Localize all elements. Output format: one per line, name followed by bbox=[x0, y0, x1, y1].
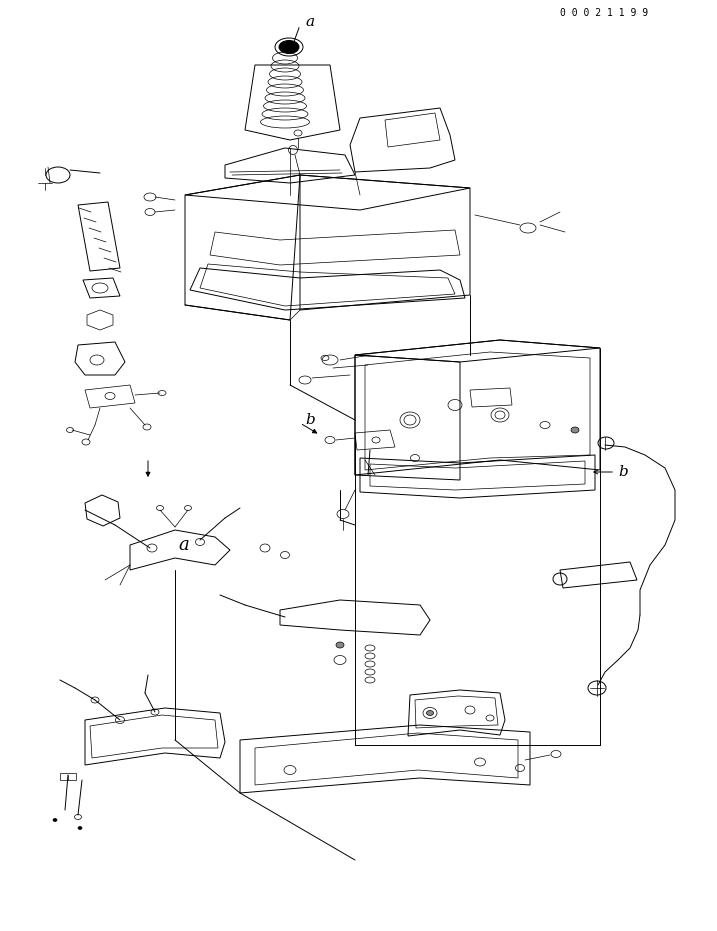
Text: 0 0 0 2 1 1 9 9: 0 0 0 2 1 1 9 9 bbox=[560, 8, 648, 18]
Ellipse shape bbox=[78, 827, 82, 830]
Text: a: a bbox=[305, 15, 314, 29]
Ellipse shape bbox=[404, 415, 416, 425]
Text: b: b bbox=[305, 413, 315, 427]
Ellipse shape bbox=[571, 427, 579, 433]
Ellipse shape bbox=[427, 710, 434, 716]
Text: b: b bbox=[618, 465, 628, 479]
Ellipse shape bbox=[53, 818, 57, 821]
Ellipse shape bbox=[336, 642, 344, 648]
Ellipse shape bbox=[279, 41, 299, 53]
Text: a: a bbox=[178, 536, 189, 554]
Ellipse shape bbox=[495, 411, 505, 419]
